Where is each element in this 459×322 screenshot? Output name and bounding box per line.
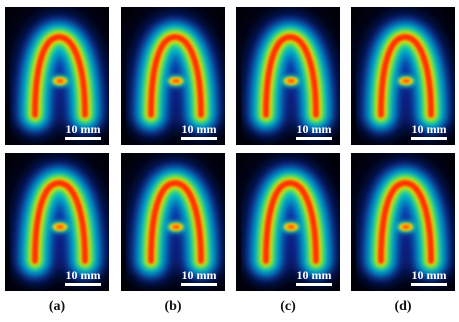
column-label-a: (a) xyxy=(48,299,66,314)
center-spot xyxy=(56,224,64,230)
heatmap-image xyxy=(5,7,109,145)
panel-row1-c: 10 mm xyxy=(236,7,340,145)
arch-layer xyxy=(148,33,204,118)
column-label-c: (c) xyxy=(280,299,296,314)
panel-row1-b: 10 mm xyxy=(121,7,225,145)
heatmap-image xyxy=(5,153,109,291)
arch-layer xyxy=(32,179,88,264)
scale-bar-label: 10 mm xyxy=(296,268,332,282)
heatmap-image xyxy=(236,153,340,291)
heatmap-image xyxy=(351,153,455,291)
scale-bar xyxy=(296,137,332,140)
scale-bar xyxy=(296,283,332,286)
center-spot xyxy=(402,78,410,84)
scale-bar xyxy=(181,137,217,140)
scale-bar-label: 10 mm xyxy=(411,268,447,282)
arch-layer xyxy=(263,179,319,264)
scale-bar-label: 10 mm xyxy=(181,122,217,136)
scale-bar-label: 10 mm xyxy=(411,122,447,136)
arch-layer xyxy=(378,179,434,264)
arch-layer xyxy=(32,33,88,118)
arch-layer xyxy=(378,33,434,118)
heatmap-image xyxy=(121,7,225,145)
scale-bar-label: 10 mm xyxy=(181,268,217,282)
scale-bar xyxy=(411,137,447,140)
panel-row2-d: 10 mm xyxy=(351,153,455,291)
scale-bar-label: 10 mm xyxy=(296,122,332,136)
panel-row2-b: 10 mm xyxy=(121,153,225,291)
center-spot xyxy=(402,224,410,230)
heatmap-image xyxy=(351,7,455,145)
column-label-d: (d) xyxy=(394,299,412,314)
scale-bar xyxy=(411,283,447,286)
column-label-b: (b) xyxy=(164,299,182,314)
center-spot xyxy=(172,224,180,230)
panel-row2-c: 10 mm xyxy=(236,153,340,291)
scale-bar xyxy=(181,283,217,286)
center-spot xyxy=(287,78,295,84)
scale-bar xyxy=(65,137,101,140)
center-spot xyxy=(56,78,64,84)
panel-row1-d: 10 mm xyxy=(351,7,455,145)
center-spot xyxy=(172,78,180,84)
arch-layer xyxy=(148,179,204,264)
panel-row1-a: 10 mm xyxy=(5,7,109,145)
center-spot xyxy=(287,224,295,230)
scale-bar xyxy=(65,283,101,286)
heatmap-image xyxy=(121,153,225,291)
scale-bar-label: 10 mm xyxy=(65,122,101,136)
arch-layer xyxy=(263,33,319,118)
scale-bar-label: 10 mm xyxy=(65,268,101,282)
heatmap-image xyxy=(236,7,340,145)
panel-row2-a: 10 mm xyxy=(5,153,109,291)
